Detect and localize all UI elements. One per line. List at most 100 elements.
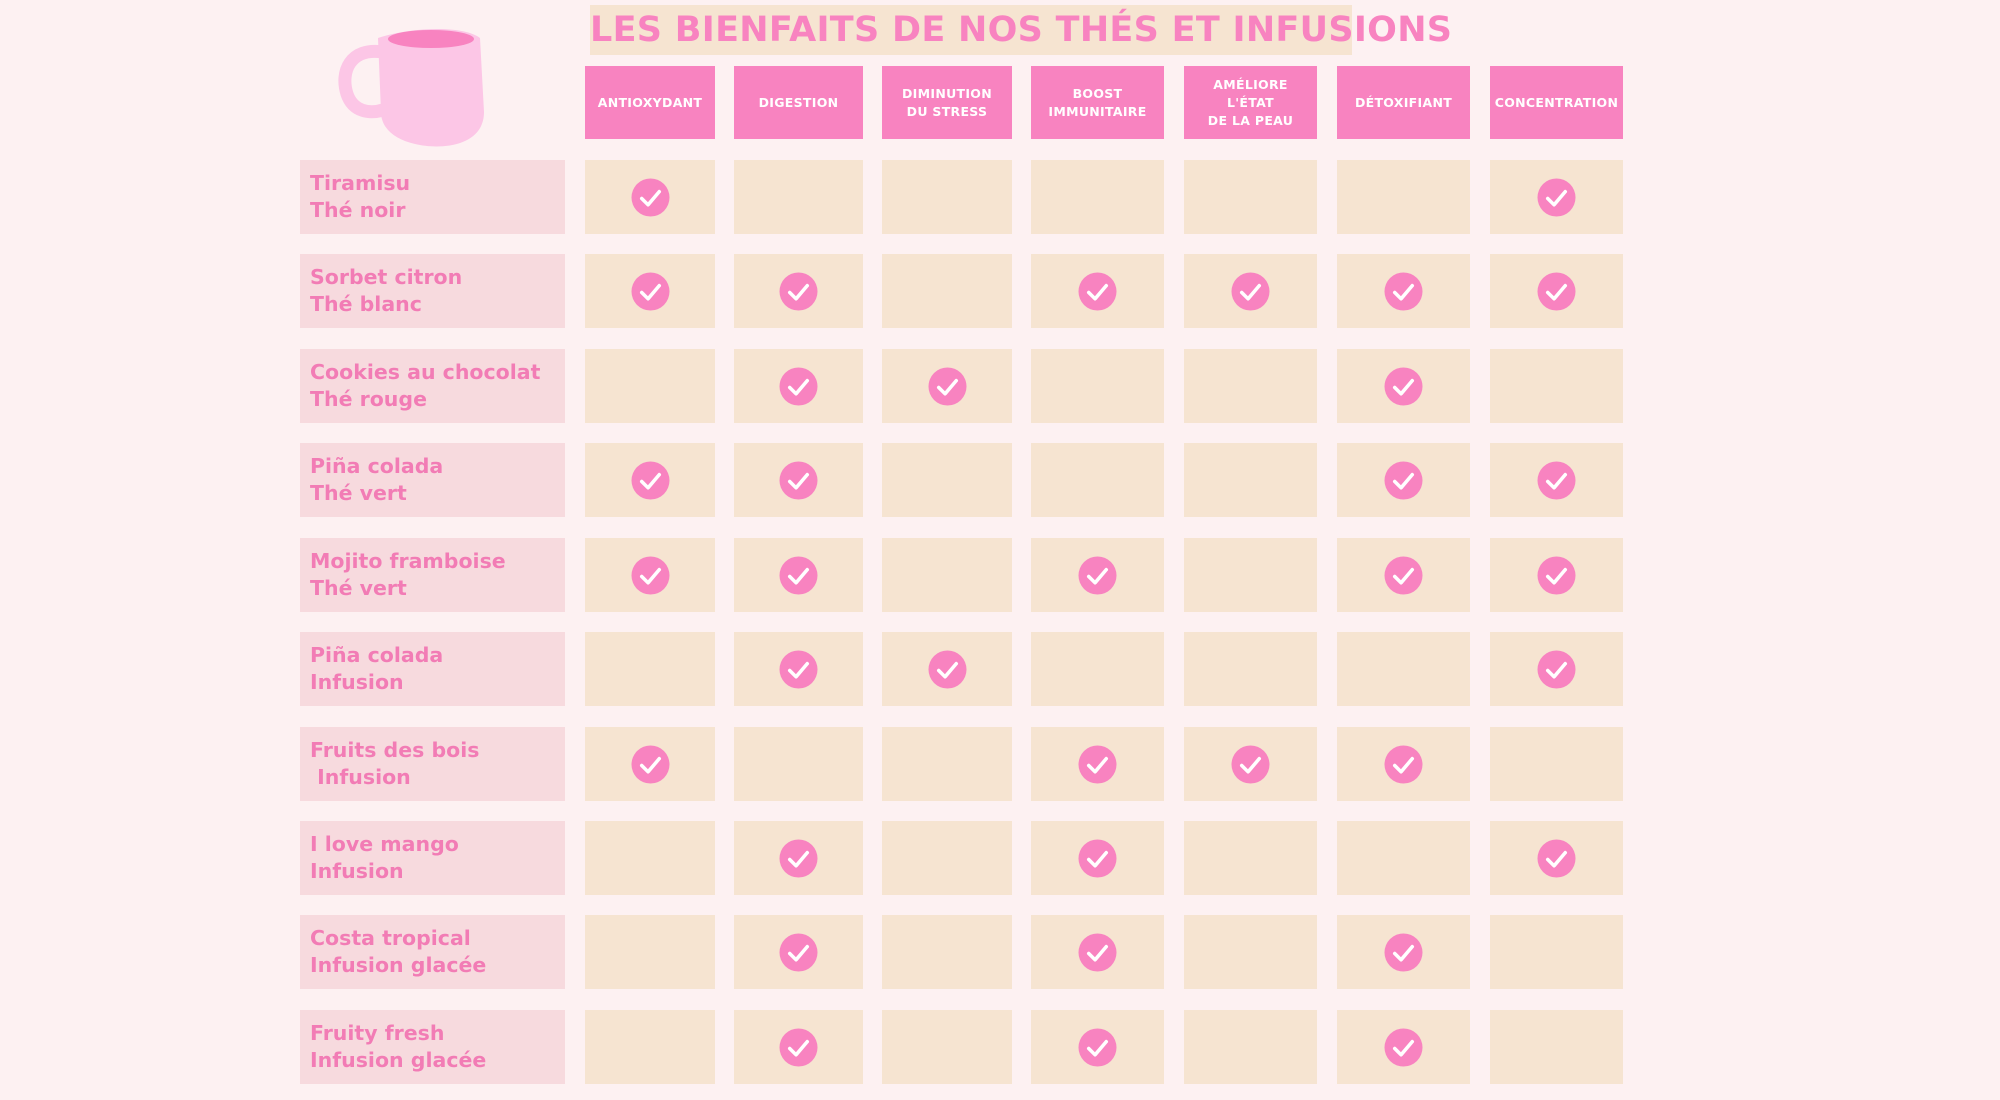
benefit-cell-detox xyxy=(1337,632,1470,706)
benefit-cell-digestion xyxy=(734,538,863,612)
benefit-cell-antioxydant xyxy=(585,821,715,895)
benefit-cell-concentration xyxy=(1490,1010,1623,1084)
benefit-cell-peau xyxy=(1184,538,1317,612)
benefit-cell-antioxydant xyxy=(585,160,715,234)
check-icon xyxy=(1078,744,1117,784)
benefit-cell-immunitaire xyxy=(1031,349,1164,423)
check-icon xyxy=(779,460,818,500)
benefit-cell-stress xyxy=(882,727,1012,801)
check-icon xyxy=(1078,271,1117,311)
benefit-cell-antioxydant xyxy=(585,349,715,423)
check-icon xyxy=(927,366,967,406)
benefit-cell-immunitaire xyxy=(1031,1010,1164,1084)
benefit-cell-digestion xyxy=(734,727,863,801)
benefit-cell-digestion xyxy=(734,160,863,234)
check-icon xyxy=(1078,1027,1117,1067)
check-icon xyxy=(779,271,818,311)
benefit-cell-immunitaire xyxy=(1031,160,1164,234)
check-icon xyxy=(779,932,818,972)
row-label: I love mango Infusion xyxy=(300,821,565,895)
benefit-cell-detox xyxy=(1337,254,1470,328)
check-icon xyxy=(1537,177,1576,217)
check-icon xyxy=(779,838,818,878)
benefit-cell-digestion xyxy=(734,254,863,328)
benefit-cell-stress xyxy=(882,160,1012,234)
row-label: Sorbet citron Thé blanc xyxy=(300,254,565,328)
benefit-cell-digestion xyxy=(734,821,863,895)
check-icon xyxy=(1384,271,1423,311)
benefit-cell-digestion xyxy=(734,1010,863,1084)
column-header-antioxydant: ANTIOXYDANT xyxy=(585,66,715,139)
benefit-cell-antioxydant xyxy=(585,254,715,328)
benefit-cell-detox xyxy=(1337,538,1470,612)
benefit-cell-digestion xyxy=(734,915,863,989)
benefit-cell-detox xyxy=(1337,915,1470,989)
benefit-cell-concentration xyxy=(1490,915,1623,989)
benefit-cell-antioxydant xyxy=(585,538,715,612)
check-icon xyxy=(1231,744,1270,784)
column-header-peau: AMÉLIORE L'ÉTAT DE LA PEAU xyxy=(1184,66,1317,139)
benefit-cell-concentration xyxy=(1490,538,1623,612)
column-header-stress: DIMINUTION DU STRESS xyxy=(882,66,1012,139)
benefit-cell-concentration xyxy=(1490,727,1623,801)
benefit-cell-digestion xyxy=(734,443,863,517)
check-icon xyxy=(630,555,670,595)
benefit-cell-concentration xyxy=(1490,254,1623,328)
row-label: Piña colada Infusion xyxy=(300,632,565,706)
check-icon xyxy=(1078,932,1117,972)
benefit-cell-antioxydant xyxy=(585,632,715,706)
page-title: LES BIENFAITS DE NOS THÉS ET INFUSIONS xyxy=(590,5,1452,55)
benefit-cell-peau xyxy=(1184,254,1317,328)
benefit-cell-immunitaire xyxy=(1031,632,1164,706)
benefit-cell-peau xyxy=(1184,915,1317,989)
check-icon xyxy=(1537,271,1576,311)
check-icon xyxy=(1537,555,1576,595)
check-icon xyxy=(1231,271,1270,311)
benefit-cell-immunitaire xyxy=(1031,443,1164,517)
benefit-cell-peau xyxy=(1184,821,1317,895)
benefit-cell-stress xyxy=(882,538,1012,612)
benefit-cell-peau xyxy=(1184,349,1317,423)
benefit-cell-concentration xyxy=(1490,821,1623,895)
benefit-cell-stress xyxy=(882,821,1012,895)
benefit-cell-stress xyxy=(882,254,1012,328)
benefit-cell-digestion xyxy=(734,632,863,706)
benefit-cell-immunitaire xyxy=(1031,821,1164,895)
benefit-cell-immunitaire xyxy=(1031,254,1164,328)
check-icon xyxy=(1384,932,1423,972)
benefit-cell-stress xyxy=(882,632,1012,706)
benefit-cell-peau xyxy=(1184,727,1317,801)
benefit-cell-detox xyxy=(1337,443,1470,517)
check-icon xyxy=(1384,744,1423,784)
row-label: Fruity fresh Infusion glacée xyxy=(300,1010,565,1084)
benefit-cell-antioxydant xyxy=(585,1010,715,1084)
benefit-cell-detox xyxy=(1337,1010,1470,1084)
benefit-cell-stress xyxy=(882,1010,1012,1084)
check-icon xyxy=(1078,555,1117,595)
benefit-cell-peau xyxy=(1184,1010,1317,1084)
check-icon xyxy=(630,271,670,311)
benefit-cell-concentration xyxy=(1490,160,1623,234)
benefit-cell-concentration xyxy=(1490,632,1623,706)
benefit-cell-peau xyxy=(1184,160,1317,234)
row-label: Piña colada Thé vert xyxy=(300,443,565,517)
check-icon xyxy=(1537,838,1576,878)
benefit-cell-detox xyxy=(1337,821,1470,895)
mug-icon xyxy=(338,29,484,147)
benefit-cell-immunitaire xyxy=(1031,727,1164,801)
benefit-cell-concentration xyxy=(1490,443,1623,517)
row-label: Cookies au chocolat Thé rouge xyxy=(300,349,565,423)
benefit-cell-antioxydant xyxy=(585,915,715,989)
check-icon xyxy=(779,366,818,406)
benefit-cell-detox xyxy=(1337,727,1470,801)
benefit-cell-concentration xyxy=(1490,349,1623,423)
row-label: Tiramisu Thé noir xyxy=(300,160,565,234)
row-label: Mojito framboise Thé vert xyxy=(300,538,565,612)
check-icon xyxy=(1384,366,1423,406)
check-icon xyxy=(630,177,670,217)
check-icon xyxy=(1384,460,1423,500)
check-icon xyxy=(630,460,670,500)
check-icon xyxy=(1537,460,1576,500)
benefit-cell-peau xyxy=(1184,632,1317,706)
benefit-cell-antioxydant xyxy=(585,443,715,517)
